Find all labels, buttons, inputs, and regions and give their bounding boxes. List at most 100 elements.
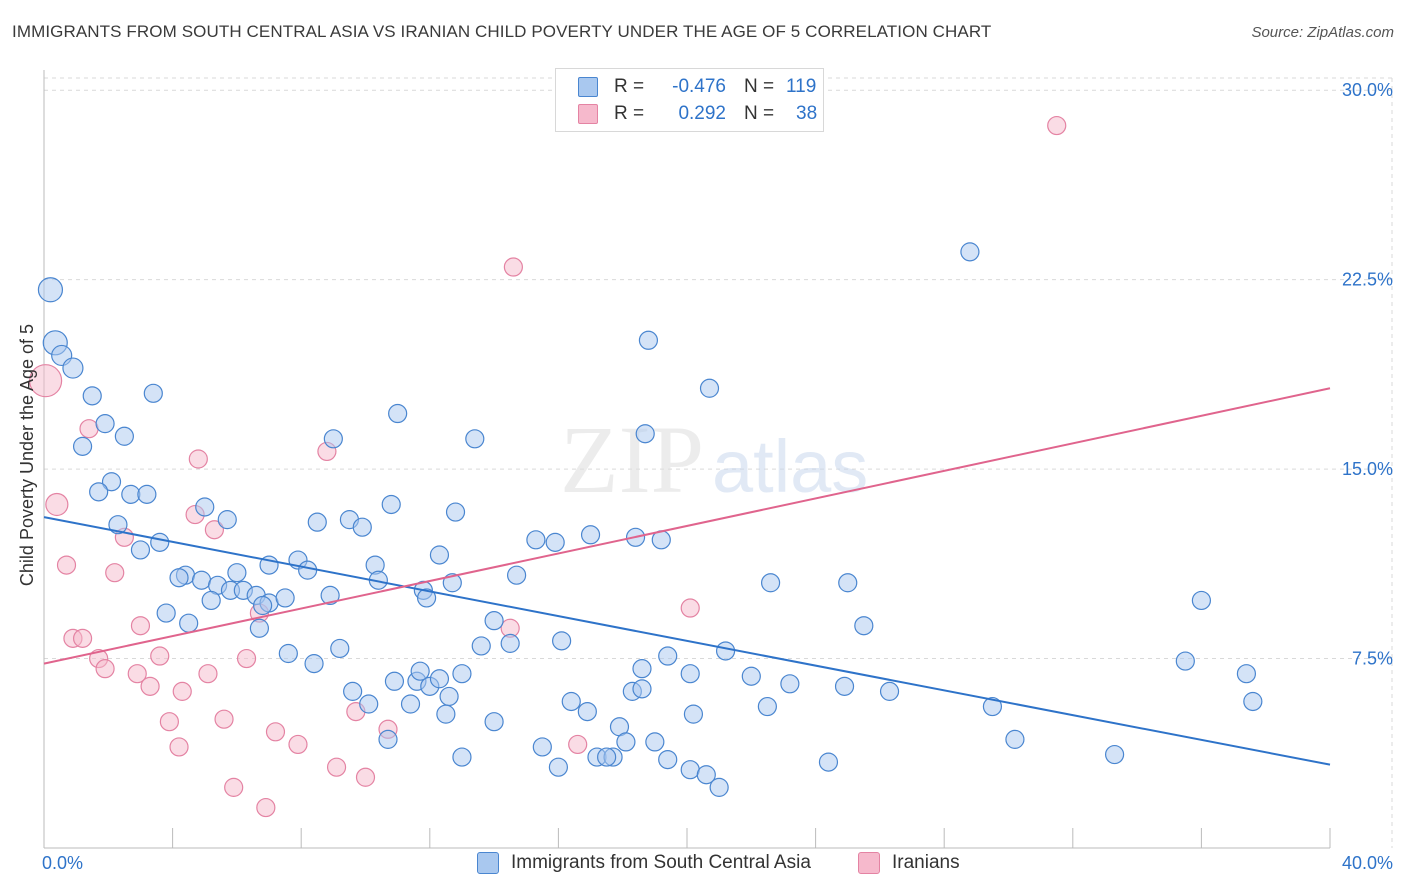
x-tick-labels: 0.0% 40.0% — [42, 853, 1393, 873]
data-point — [320, 585, 340, 606]
y-tick-label: 30.0% — [1342, 80, 1393, 100]
data-point — [236, 648, 257, 669]
data-point — [127, 664, 147, 684]
y-tick-label: 7.5% — [1352, 649, 1393, 669]
data-point — [95, 414, 115, 434]
data-point — [429, 545, 450, 565]
data-point — [680, 598, 700, 618]
data-point — [108, 515, 128, 535]
data-point — [436, 704, 456, 724]
data-point — [224, 777, 244, 797]
data-point — [204, 520, 224, 540]
data-point — [201, 590, 221, 611]
data-point — [439, 686, 459, 707]
legend-r-label: R = — [614, 103, 645, 124]
data-point — [452, 664, 472, 684]
data-point — [709, 777, 729, 797]
data-point — [1236, 664, 1257, 684]
data-point — [172, 681, 192, 701]
data-point — [760, 573, 781, 593]
legend-n-value: 119 — [786, 76, 817, 97]
data-point — [548, 757, 569, 777]
data-point — [143, 383, 163, 403]
legend-n-value: 38 — [796, 103, 818, 124]
data-point — [72, 628, 93, 648]
y-axis-label: Child Poverty Under the Age of 5 — [17, 324, 37, 586]
data-point — [150, 532, 170, 552]
x-tick-label: 0.0% — [42, 853, 83, 873]
data-point — [658, 646, 678, 666]
data-point — [1047, 115, 1067, 136]
legend-swatch-blue — [477, 852, 499, 874]
data-point — [526, 530, 546, 550]
data-point — [388, 403, 408, 424]
data-point — [680, 760, 700, 780]
data-point — [854, 616, 874, 636]
data-point — [37, 277, 64, 303]
data-point — [307, 512, 327, 532]
data-point — [532, 737, 552, 757]
data-point — [699, 378, 720, 398]
data-point — [741, 666, 761, 686]
data-point — [410, 661, 430, 681]
data-point — [169, 568, 189, 588]
data-point — [121, 484, 141, 504]
series-south-central-asia-points — [37, 242, 1263, 797]
data-point — [188, 449, 208, 469]
data-point — [715, 641, 736, 661]
data-point — [253, 595, 273, 616]
gridlines — [44, 77, 1393, 848]
data-point — [359, 694, 379, 714]
data-point — [658, 749, 678, 770]
watermark: ZIP atlas — [560, 406, 868, 513]
data-point — [680, 664, 700, 684]
data-point — [429, 669, 450, 689]
data-point — [503, 257, 523, 277]
data-point — [72, 436, 93, 456]
data-point — [198, 664, 218, 684]
data-point — [465, 429, 485, 449]
trendline-south-central-asia — [43, 516, 1331, 766]
legend-n-label: N = — [744, 103, 775, 124]
data-point — [355, 767, 376, 787]
data-point — [879, 681, 900, 701]
data-point — [632, 659, 652, 679]
data-point — [960, 242, 980, 262]
data-point — [500, 633, 520, 653]
data-point — [256, 797, 276, 818]
data-point — [114, 426, 134, 446]
data-point — [577, 701, 597, 722]
data-point — [568, 734, 588, 755]
data-point — [169, 737, 189, 757]
data-point — [101, 472, 122, 492]
legend-r-label: R = — [614, 76, 645, 97]
watermark-atlas: atlas — [712, 425, 868, 508]
data-point — [561, 691, 581, 712]
stats-legend: R = -0.476 N = 119 R = 0.292 N = 38 — [555, 68, 824, 132]
data-point — [249, 618, 270, 638]
data-point — [1175, 651, 1195, 671]
series-iranians-points — [29, 115, 1067, 818]
data-point — [156, 603, 176, 623]
data-point — [298, 560, 318, 580]
legend-label: Iranians — [892, 852, 960, 873]
data-point — [645, 732, 665, 752]
data-point — [1104, 744, 1125, 765]
legend-item-south-central-asia[interactable]: Immigrants from South Central Asia — [477, 852, 811, 874]
data-point — [275, 588, 295, 608]
data-point — [580, 525, 601, 545]
data-point — [416, 588, 437, 608]
data-point — [632, 679, 652, 699]
data-point — [683, 704, 704, 724]
data-point — [62, 357, 84, 379]
data-point — [29, 364, 63, 398]
data-point — [130, 616, 151, 636]
data-point — [616, 732, 636, 752]
data-point — [552, 631, 572, 651]
data-point — [635, 424, 655, 444]
data-point — [381, 494, 401, 515]
trendlines — [43, 387, 1331, 766]
legend-item-iranians[interactable]: Iranians — [858, 852, 960, 874]
legend-r-value: -0.476 — [672, 76, 726, 97]
